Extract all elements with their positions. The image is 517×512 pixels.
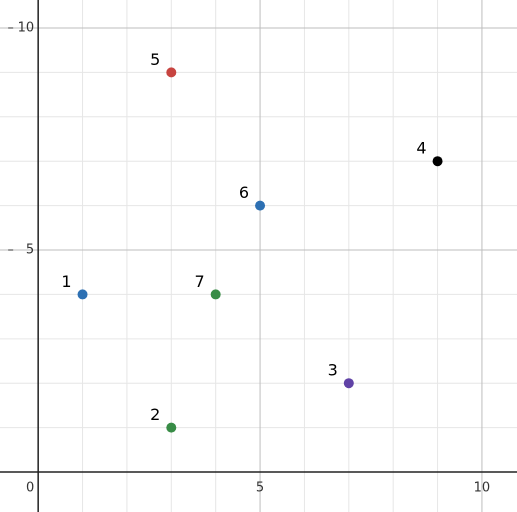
point-label: 3: [328, 361, 338, 380]
point-label: 5: [150, 50, 160, 69]
point: [166, 422, 177, 433]
point-label: 1: [61, 272, 71, 291]
x-tick-label: 5: [256, 481, 264, 496]
point: [166, 67, 177, 78]
x-tick-label: 0: [26, 481, 34, 496]
point: [343, 378, 354, 389]
point-label: 2: [150, 405, 160, 424]
y-tick-label: 5: [26, 243, 34, 258]
point: [77, 289, 88, 300]
point-label: 6: [239, 183, 249, 202]
point: [210, 289, 221, 300]
point: [432, 156, 443, 167]
y-tick-label: 10: [18, 20, 35, 35]
point-label: 7: [194, 272, 204, 291]
point-label: 4: [416, 139, 426, 158]
x-tick-label: 10: [474, 481, 491, 496]
point: [255, 200, 266, 211]
